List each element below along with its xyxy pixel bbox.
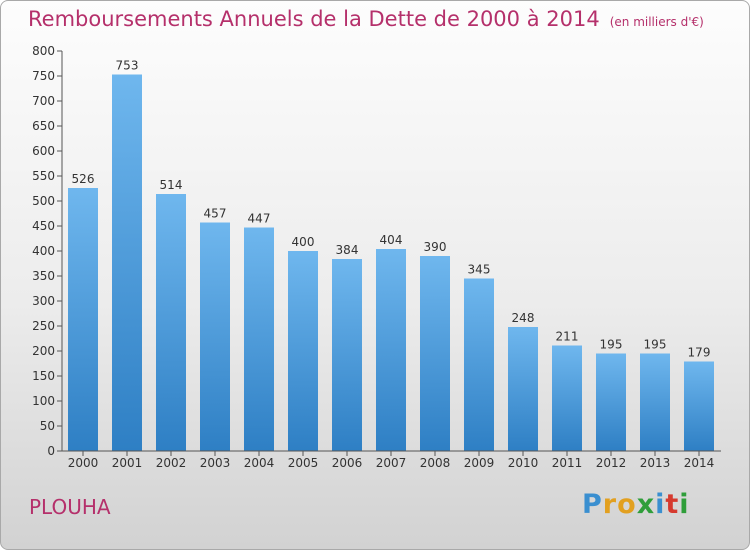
x-tick-label: 2013	[640, 456, 671, 470]
bar-2000	[68, 188, 98, 451]
x-tick-label: 2007	[376, 456, 407, 470]
bar-value-label: 179	[688, 346, 711, 360]
title-unit: (en milliers d'€)	[609, 15, 704, 29]
x-tick-label: 2001	[112, 456, 143, 470]
x-tick-label: 2011	[552, 456, 583, 470]
y-tick-label: 500	[32, 194, 55, 208]
y-tick-label: 400	[32, 244, 55, 258]
y-tick-label: 150	[32, 369, 55, 383]
y-tick-label: 550	[32, 169, 55, 183]
bar-value-label: 514	[160, 178, 183, 192]
logo-letter: t	[665, 489, 680, 520]
x-tick-label: 2000	[68, 456, 99, 470]
bar-2009	[464, 278, 494, 451]
bar-2013	[640, 353, 670, 451]
bar-2006	[332, 259, 362, 451]
bar-value-label: 457	[204, 207, 227, 221]
x-tick-label: 2008	[420, 456, 451, 470]
bar-value-label: 753	[116, 59, 139, 73]
y-tick-label: 0	[47, 444, 55, 458]
title-main: Remboursements Annuels de la Dette de 20…	[28, 7, 600, 31]
bar-2007	[376, 249, 406, 451]
bar-value-label: 195	[644, 338, 667, 352]
bar-value-label: 447	[248, 212, 271, 226]
y-tick-label: 650	[32, 119, 55, 133]
bar-2004	[244, 227, 274, 451]
bar-value-label: 345	[468, 263, 491, 277]
bar-2011	[552, 345, 582, 451]
bar-value-label: 404	[380, 233, 403, 247]
chart-title: Remboursements Annuels de la Dette de 20…	[28, 7, 704, 31]
proxiti-logo: Proxiti	[582, 489, 690, 520]
bar-value-label: 526	[72, 172, 95, 186]
y-tick-label: 50	[40, 419, 55, 433]
logo-letter: o	[617, 489, 637, 520]
bar-2001	[112, 74, 142, 451]
y-tick-label: 700	[32, 94, 55, 108]
bar-value-label: 384	[336, 243, 359, 257]
y-tick-label: 100	[32, 394, 55, 408]
bar-value-label: 248	[512, 311, 535, 325]
logo-letter: i	[655, 489, 666, 520]
x-tick-label: 2006	[332, 456, 363, 470]
y-tick-label: 600	[32, 144, 55, 158]
y-tick-label: 450	[32, 219, 55, 233]
bar-2012	[596, 353, 626, 451]
logo-letter: i	[679, 489, 690, 520]
bar-2003	[200, 222, 230, 451]
logo-letter: r	[602, 489, 618, 520]
x-tick-label: 2003	[200, 456, 231, 470]
bar-2010	[508, 327, 538, 451]
bar-2014	[684, 361, 714, 451]
x-tick-label: 2005	[288, 456, 319, 470]
x-tick-label: 2014	[684, 456, 715, 470]
x-tick-label: 2012	[596, 456, 627, 470]
bar-value-label: 195	[600, 338, 623, 352]
bar-2008	[420, 256, 450, 451]
y-tick-label: 800	[32, 44, 55, 58]
bar-2002	[156, 194, 186, 451]
bar-value-label: 390	[424, 240, 447, 254]
y-tick-label: 250	[32, 319, 55, 333]
x-tick-label: 2010	[508, 456, 539, 470]
commune-name: PLOUHA	[29, 495, 111, 519]
x-tick-label: 2002	[156, 456, 187, 470]
bar-value-label: 400	[292, 235, 315, 249]
bar-value-label: 211	[556, 330, 579, 344]
x-tick-label: 2004	[244, 456, 275, 470]
logo-letter: x	[636, 489, 656, 520]
y-tick-label: 750	[32, 69, 55, 83]
logo-letter: P	[582, 489, 603, 520]
x-tick-label: 2009	[464, 456, 495, 470]
y-tick-label: 200	[32, 344, 55, 358]
y-tick-label: 300	[32, 294, 55, 308]
bar-2005	[288, 251, 318, 451]
y-tick-label: 350	[32, 269, 55, 283]
